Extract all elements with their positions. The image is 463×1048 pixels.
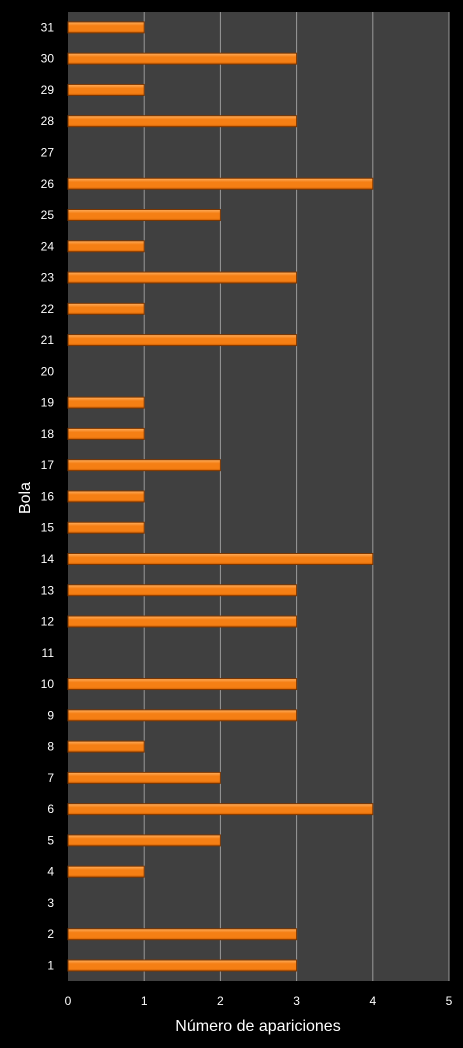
y-tick-label: 29 — [41, 83, 55, 97]
bar-6 — [67, 803, 374, 816]
y-tick-label: 30 — [41, 52, 55, 66]
y-tick-label: 13 — [41, 583, 55, 597]
y-tick-labels: 1234567891011121314151617181920212223242… — [41, 20, 55, 972]
bar-17 — [67, 459, 221, 472]
bar-15 — [67, 521, 145, 534]
y-tick-label: 1 — [47, 959, 54, 973]
x-tick-label: 1 — [141, 994, 148, 1008]
y-tick-label: 12 — [41, 615, 55, 629]
y-tick-label: 9 — [47, 708, 54, 722]
y-tick-label: 28 — [41, 114, 55, 128]
bar-21 — [67, 334, 298, 347]
y-tick-label: 6 — [47, 802, 54, 816]
bar-19 — [67, 396, 145, 409]
y-tick-label: 5 — [47, 833, 54, 847]
bar-4 — [67, 865, 145, 878]
bar-23 — [67, 271, 298, 284]
y-tick-label: 22 — [41, 302, 55, 316]
y-tick-label: 16 — [41, 489, 55, 503]
y-tick-label: 19 — [41, 396, 55, 410]
y-tick-label: 2 — [47, 927, 54, 941]
y-tick-label: 26 — [41, 177, 55, 191]
y-tick-label: 31 — [41, 20, 55, 34]
bar-28 — [67, 115, 298, 128]
bar-8 — [67, 740, 145, 753]
x-tick-label: 0 — [65, 994, 72, 1008]
x-tick-label: 2 — [217, 994, 224, 1008]
y-tick-label: 24 — [41, 239, 55, 253]
bar-31 — [67, 21, 145, 34]
y-tick-label: 18 — [41, 427, 55, 441]
x-tick-label: 4 — [369, 994, 376, 1008]
y-tick-label: 7 — [47, 771, 54, 785]
bar-26 — [67, 177, 374, 190]
x-axis-title: Número de apariciones — [175, 1018, 340, 1035]
bar-7 — [67, 771, 221, 784]
bar-16 — [67, 490, 145, 503]
bar-9 — [67, 709, 298, 722]
y-tick-label: 4 — [47, 865, 54, 879]
x-tick-labels: 0 1 2 3 4 5 — [65, 994, 453, 1008]
bar-14 — [67, 552, 374, 565]
bar-12 — [67, 615, 298, 628]
bar-25 — [67, 209, 221, 222]
bar-30 — [67, 52, 298, 65]
y-tick-label: 21 — [41, 333, 55, 347]
y-tick-label: 11 — [42, 646, 55, 660]
y-tick-label: 14 — [41, 552, 55, 566]
bar-1 — [67, 959, 298, 972]
bars — [67, 21, 374, 972]
y-axis-title: Bola — [17, 482, 34, 514]
bar-10 — [67, 678, 298, 691]
y-tick-label: 3 — [47, 896, 54, 910]
y-tick-label: 20 — [41, 364, 55, 378]
bar-5 — [67, 834, 221, 847]
gridlines — [143, 12, 450, 981]
y-tick-label: 10 — [41, 677, 55, 691]
y-tick-label: 8 — [47, 740, 54, 754]
y-tick-label: 17 — [41, 458, 55, 472]
x-tick-label: 3 — [293, 994, 300, 1008]
bar-18 — [67, 427, 145, 440]
bar-29 — [67, 83, 145, 96]
y-tick-label: 25 — [41, 208, 55, 222]
y-tick-label: 23 — [41, 271, 55, 285]
bar-24 — [67, 240, 145, 253]
y-tick-label: 27 — [41, 145, 55, 159]
x-tick-label: 5 — [446, 994, 453, 1008]
bar-13 — [67, 584, 298, 597]
y-tick-label: 15 — [41, 521, 55, 535]
bar-22 — [67, 302, 145, 315]
bar-2 — [67, 928, 298, 941]
